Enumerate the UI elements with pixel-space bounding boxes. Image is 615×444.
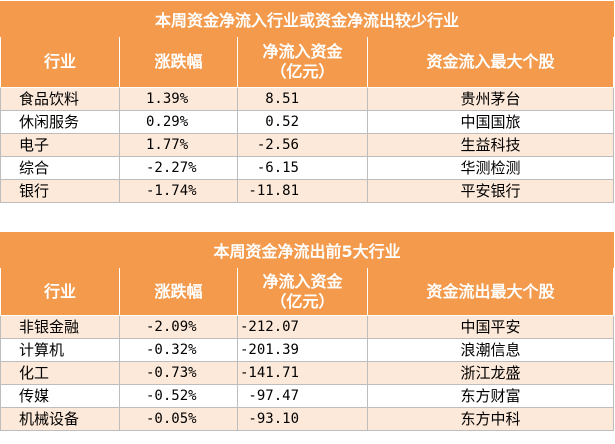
header-line: 净流入资金 （亿元） xyxy=(262,42,343,81)
net-flow-cell: 8.51 xyxy=(237,87,368,111)
industry-cell: 综合 xyxy=(0,156,120,180)
change-cell: -0.05% xyxy=(119,407,238,431)
change-cell: 0.29% xyxy=(119,110,238,134)
table-row: 非银金融 -2.09% -212.07 中国平安 xyxy=(0,315,615,339)
inflow-table: 本周资金净流入行业或资金净流出较少行业 行业 涨跌幅 净流入资金 （亿元） 资金… xyxy=(0,1,615,203)
table-row: 电子 1.77% -2.56 生益科技 xyxy=(0,133,615,157)
outflow-table-title: 本周资金净流出前5大行业 xyxy=(0,232,615,268)
table-row: 传媒 -0.52% -97.47 东方财富 xyxy=(0,384,615,408)
inflow-table-title: 本周资金净流入行业或资金净流出较少行业 xyxy=(0,1,615,37)
industry-cell: 银行 xyxy=(0,179,120,203)
table-row: 银行 -1.74% -11.81 平安银行 xyxy=(0,179,615,203)
table-row: 综合 -2.27% -6.15 华测检测 xyxy=(0,156,615,180)
top-stock-cell: 中国平安 xyxy=(366,315,615,339)
change-cell: -0.73% xyxy=(119,361,238,385)
column-header-industry: 行业 xyxy=(0,36,120,88)
change-cell: -2.09% xyxy=(119,315,238,339)
top-stock-cell: 平安银行 xyxy=(366,179,615,203)
table-row: 机械设备 -0.05% -93.10 东方中科 xyxy=(0,407,615,431)
table-row: 休闲服务 0.29% 0.52 中国国旅 xyxy=(0,110,615,134)
net-flow-cell: -11.81 xyxy=(237,179,368,203)
table-row: 计算机 -0.32% -201.39 浪潮信息 xyxy=(0,338,615,362)
industry-cell: 机械设备 xyxy=(0,407,120,431)
change-cell: 1.77% xyxy=(119,133,238,157)
top-stock-cell: 华测检测 xyxy=(366,156,615,180)
industry-cell: 电子 xyxy=(0,133,120,157)
industry-cell: 传媒 xyxy=(0,384,120,408)
change-cell: -2.27% xyxy=(119,156,238,180)
net-flow-cell: -93.10 xyxy=(237,407,368,431)
top-stock-cell: 浙江龙盛 xyxy=(366,361,615,385)
column-header-industry: 行业 xyxy=(0,267,120,316)
net-flow-cell: -141.71 xyxy=(237,361,368,385)
change-cell: -1.74% xyxy=(119,179,238,203)
column-header-net-inflow: 净流入资金 （亿元） xyxy=(237,36,368,88)
column-header-top-stock: 资金流入最大个股 xyxy=(366,36,615,88)
net-flow-cell: -6.15 xyxy=(237,156,368,180)
change-cell: 1.39% xyxy=(119,87,238,111)
top-stock-cell: 中国国旅 xyxy=(366,110,615,134)
column-header-top-stock: 资金流出最大个股 xyxy=(366,267,615,316)
net-flow-cell: -212.07 xyxy=(237,315,368,339)
change-cell: -0.52% xyxy=(119,384,238,408)
top-stock-cell: 贵州茅台 xyxy=(366,87,615,111)
column-header-change: 涨跌幅 xyxy=(119,36,238,88)
table-row: 化工 -0.73% -141.71 浙江龙盛 xyxy=(0,361,615,385)
table-spacer xyxy=(0,219,615,232)
industry-cell: 计算机 xyxy=(0,338,120,362)
industry-cell: 化工 xyxy=(0,361,120,385)
top-stock-cell: 浪潮信息 xyxy=(366,338,615,362)
industry-cell: 食品饮料 xyxy=(0,87,120,111)
net-flow-cell: 0.52 xyxy=(237,110,368,134)
top-stock-cell: 生益科技 xyxy=(366,133,615,157)
outflow-table: 本周资金净流出前5大行业 行业 涨跌幅 净流入资金 （亿元） 资金流出最大个股 … xyxy=(0,232,615,431)
top-stock-cell: 东方财富 xyxy=(366,384,615,408)
change-cell: -0.32% xyxy=(119,338,238,362)
top-stock-cell: 东方中科 xyxy=(366,407,615,431)
net-flow-cell: -97.47 xyxy=(237,384,368,408)
industry-cell: 非银金融 xyxy=(0,315,120,339)
column-header-change: 涨跌幅 xyxy=(119,267,238,316)
table-row: 食品饮料 1.39% 8.51 贵州茅台 xyxy=(0,87,615,111)
industry-cell: 休闲服务 xyxy=(0,110,120,134)
net-flow-cell: -2.56 xyxy=(237,133,368,157)
header-line: 净流入资金 （亿元） xyxy=(262,271,343,311)
column-header-net-inflow: 净流入资金 （亿元） xyxy=(237,267,368,316)
net-flow-cell: -201.39 xyxy=(237,338,368,362)
